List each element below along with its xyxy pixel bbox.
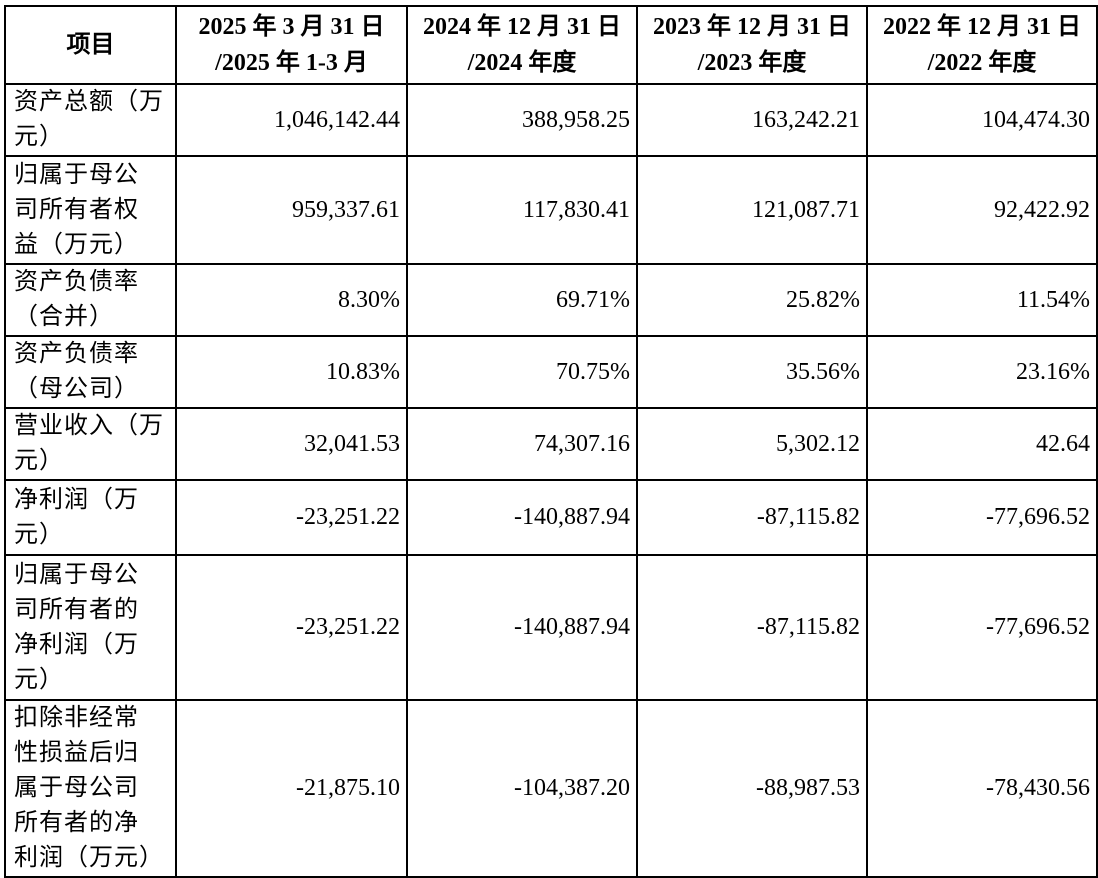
row-label-line: 资产负债率 <box>14 341 139 367</box>
row-label-line: 益（万元） <box>14 231 139 258</box>
value-cell: 92,422.92 <box>866 155 1098 265</box>
row-label-line: 营业收入（万 <box>14 413 164 439</box>
value-cell: 74,307.16 <box>406 407 638 481</box>
header-col-2022: 2022 年 12 月 31 日/2022 年度 <box>866 5 1098 85</box>
value-cell: 117,830.41 <box>406 155 638 265</box>
value-cell: -77,696.52 <box>866 479 1098 556</box>
header-row: 项目 2025 年 3 月 31 日/2025 年 1-3 月 2024 年 1… <box>4 5 1098 85</box>
row-label-line: 元） <box>14 666 64 693</box>
header-col-2023: 2023 年 12 月 31 日/2023 年度 <box>636 5 868 85</box>
value-cell: -140,887.94 <box>406 554 638 701</box>
row-label-line: 扣除非经常 <box>14 705 139 731</box>
header-period: /2022 年度 <box>927 50 1037 76</box>
value-cell: -104,387.20 <box>406 699 638 878</box>
value-cell: 959,337.61 <box>175 155 408 265</box>
row-label-line: 利润（万元） <box>14 845 164 871</box>
row-label-line: 司所有者的 <box>14 596 139 623</box>
row-label-line: 净利润（万 <box>14 486 139 513</box>
row-label: 资产负债率 （母公司） <box>4 335 177 409</box>
row-label: 营业收入（万 元） <box>4 407 177 481</box>
header-col-2024: 2024 年 12 月 31 日/2024 年度 <box>406 5 638 85</box>
row-label-line: 净利润（万 <box>14 631 139 658</box>
header-period: /2023 年度 <box>697 50 807 76</box>
value-cell: 23.16% <box>866 335 1098 409</box>
row-label-line: 元） <box>14 124 64 150</box>
table-row: 营业收入（万 元） 32,041.53 74,307.16 5,302.12 42.64 <box>4 407 1098 481</box>
value-cell: 69.71% <box>406 263 638 337</box>
row-label-line: 司所有者权 <box>14 196 139 223</box>
row-label: 资产负债率 （合并） <box>4 263 177 337</box>
table-row: 扣除非经常 性损益后归 属于母公司 所有者的净 利润（万元） -21,875.10 -104… <box>4 699 1098 878</box>
value-cell: 121,087.71 <box>636 155 868 265</box>
table-row: 资产负债率 （母公司） 10.83% 70.75% 35.56% 23.16% <box>4 335 1098 409</box>
header-date: 2024 年 12 月 31 日 <box>423 14 621 40</box>
row-label: 归属于母公司所有者的净利润（万元） <box>4 554 177 701</box>
row-label-line: 属于母公司 <box>14 775 139 801</box>
header-date: 2022 年 12 月 31 日 <box>883 14 1081 40</box>
row-label-line: 元） <box>14 521 64 548</box>
value-cell: -87,115.82 <box>636 554 868 701</box>
value-cell: 25.82% <box>636 263 868 337</box>
row-label-line: 归属于母公 <box>14 561 139 588</box>
row-label-line: 所有者的净 <box>14 810 139 836</box>
value-cell: 11.54% <box>866 263 1098 337</box>
value-cell: -87,115.82 <box>636 479 868 556</box>
header-item: 项目 <box>4 5 177 85</box>
table-row: 净利润（万 元） -23,251.22 -140,887.94 -87,115.82 -7… <box>4 479 1098 556</box>
table-row: 归属于母公 司所有者的 净利润（万 元） -23,251.22 -140,887.94 -8… <box>4 554 1098 701</box>
row-label: 净利润（万元） <box>4 479 177 556</box>
value-cell: -77,696.52 <box>866 554 1098 701</box>
header-period: /2024 年度 <box>467 50 577 76</box>
financial-summary-table: 项目 2025 年 3 月 31 日/2025 年 1-3 月 2024 年 1… <box>4 5 1098 878</box>
value-cell: 104,474.30 <box>866 83 1098 157</box>
row-label-line: 归属于母公 <box>14 161 139 188</box>
header-date: 2025 年 3 月 31 日 <box>198 14 385 40</box>
value-cell: 1,046,142.44 <box>175 83 408 157</box>
value-cell: -23,251.22 <box>175 479 408 556</box>
value-cell: -140,887.94 <box>406 479 638 556</box>
row-label-line: （母公司） <box>14 376 139 402</box>
table-row: 资产负债率 （合并） 8.30% 69.71% 25.82% 11.54% <box>4 263 1098 337</box>
value-cell: -88,987.53 <box>636 699 868 878</box>
table-row: 资产总额（万 元） 1,046,142.44 388,958.25 163,242.21… <box>4 83 1098 157</box>
value-cell: 35.56% <box>636 335 868 409</box>
row-label-line: 元） <box>14 448 64 474</box>
row-label-line: （合并） <box>14 304 114 330</box>
value-cell: 8.30% <box>175 263 408 337</box>
row-label-line: 资产总额（万 <box>14 89 164 115</box>
value-cell: -23,251.22 <box>175 554 408 701</box>
row-label: 归属于母公司所有者权益（万元） <box>4 155 177 265</box>
value-cell: 163,242.21 <box>636 83 868 157</box>
value-cell: 32,041.53 <box>175 407 408 481</box>
table-row: 归属于母公 司所有者权 益（万元） 959,337.61 117,830.41 121,0… <box>4 155 1098 265</box>
value-cell: -21,875.10 <box>175 699 408 878</box>
header-period: /2025 年 1-3 月 <box>215 50 368 76</box>
row-label: 资产总额（万 元） <box>4 83 177 157</box>
value-cell: 42.64 <box>866 407 1098 481</box>
row-label: 扣除非经常性损益后归属于母公司所有者的净利润（万元） <box>4 699 177 878</box>
row-label-line: 性损益后归 <box>14 740 139 766</box>
value-cell: 10.83% <box>175 335 408 409</box>
value-cell: 70.75% <box>406 335 638 409</box>
header-date: 2023 年 12 月 31 日 <box>653 14 851 40</box>
value-cell: 388,958.25 <box>406 83 638 157</box>
value-cell: 5,302.12 <box>636 407 868 481</box>
header-col-2025q1: 2025 年 3 月 31 日/2025 年 1-3 月 <box>175 5 408 85</box>
row-label-line: 资产负债率 <box>14 269 139 295</box>
value-cell: -78,430.56 <box>866 699 1098 878</box>
